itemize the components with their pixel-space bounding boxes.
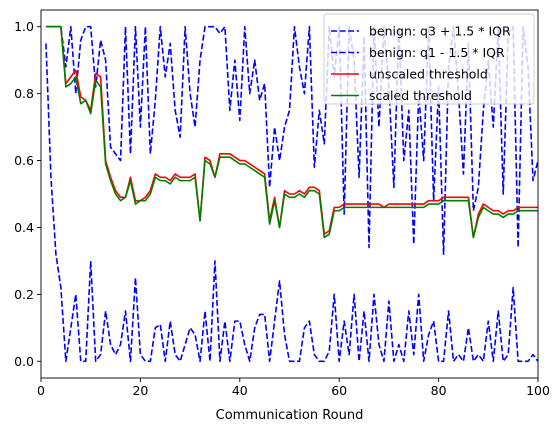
y-tick-label: 0.2 — [14, 287, 34, 302]
x-tick-label: 60 — [331, 383, 347, 398]
x-axis-label: Communication Round — [216, 408, 364, 423]
y-tick-label: 0.0 — [14, 354, 34, 369]
x-tick-label: 100 — [526, 383, 550, 398]
series-line-2 — [45, 43, 538, 363]
x-axis-ticks: 0 20 40 60 80 100 — [37, 378, 550, 398]
y-tick-label: 0.6 — [14, 153, 34, 168]
y-axis-ticks: 0.0 0.2 0.4 0.6 0.8 1.0 — [14, 19, 41, 369]
plot-border — [40, 9, 539, 379]
legend-label: benign: q1 - 1.5 * IQR — [369, 45, 505, 60]
axes-frame — [40, 9, 539, 379]
x-tick-label: 80 — [431, 383, 447, 398]
y-tick-label: 0.8 — [14, 86, 34, 101]
legend-label: unscaled threshold — [369, 67, 488, 82]
legend-box — [323, 13, 535, 105]
legend-label: benign: q3 + 1.5 * IQR — [369, 24, 511, 39]
legend: benign: q3 + 1.5 * IQR benign: q1 - 1.5 *… — [323, 13, 535, 105]
legend-label: scaled threshold — [369, 88, 472, 103]
y-tick-label: 0.4 — [14, 220, 34, 235]
y-tick-label: 1.0 — [14, 19, 34, 34]
series-line-4 — [45, 25, 538, 239]
x-tick-label: 0 — [37, 383, 45, 398]
x-tick-label: 20 — [132, 383, 148, 398]
x-tick-label: 40 — [232, 383, 248, 398]
